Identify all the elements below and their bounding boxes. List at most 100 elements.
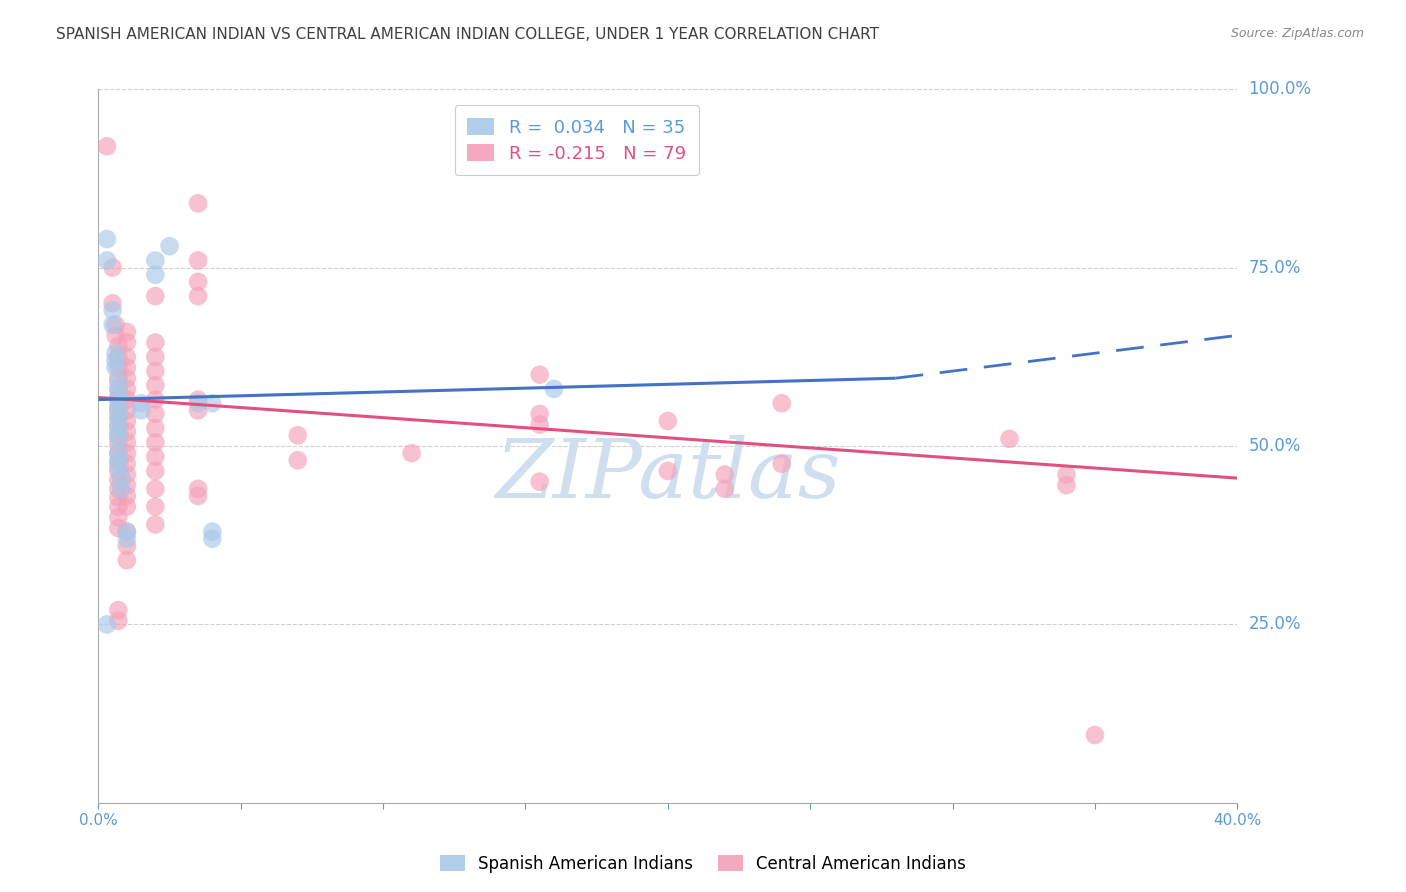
Point — [104, 318, 127, 332]
Point — [107, 392, 129, 407]
Point — [145, 464, 167, 478]
Point — [187, 396, 209, 410]
Point — [107, 389, 129, 403]
Point — [115, 489, 138, 503]
Point — [1056, 467, 1078, 482]
Point — [107, 425, 129, 439]
Point — [107, 473, 129, 487]
Legend: Spanish American Indians, Central American Indians: Spanish American Indians, Central Americ… — [433, 848, 973, 880]
Point — [770, 457, 793, 471]
Point — [110, 482, 132, 496]
Point — [107, 428, 129, 442]
Point — [115, 553, 138, 567]
Point — [107, 482, 129, 496]
Point — [187, 403, 209, 417]
Point — [145, 253, 167, 268]
Point — [107, 339, 129, 353]
Point — [107, 392, 129, 407]
Point — [115, 539, 138, 553]
Text: 50.0%: 50.0% — [1249, 437, 1301, 455]
Point — [107, 400, 129, 414]
Point — [115, 524, 138, 539]
Point — [107, 382, 129, 396]
Point — [401, 446, 423, 460]
Point — [145, 450, 167, 464]
Text: ZIPatlas: ZIPatlas — [495, 434, 841, 515]
Point — [145, 268, 167, 282]
Point — [107, 500, 129, 514]
Point — [107, 437, 129, 451]
Point — [107, 460, 129, 475]
Point — [201, 524, 224, 539]
Point — [107, 419, 129, 434]
Point — [1084, 728, 1107, 742]
Point — [145, 407, 167, 421]
Point — [187, 289, 209, 303]
Point — [115, 382, 138, 396]
Point — [101, 318, 124, 332]
Point — [107, 510, 129, 524]
Point — [115, 467, 138, 482]
Point — [115, 414, 138, 428]
Point — [115, 325, 138, 339]
Point — [107, 491, 129, 505]
Point — [145, 482, 167, 496]
Point — [101, 296, 124, 310]
Point — [96, 253, 118, 268]
Point — [145, 517, 167, 532]
Point — [201, 532, 224, 546]
Point — [96, 617, 118, 632]
Text: Source: ZipAtlas.com: Source: ZipAtlas.com — [1230, 27, 1364, 40]
Point — [529, 407, 551, 421]
Point — [107, 410, 129, 425]
Point — [657, 414, 679, 428]
Point — [145, 435, 167, 450]
Point — [115, 403, 138, 417]
Text: 25.0%: 25.0% — [1249, 615, 1301, 633]
Point — [187, 275, 209, 289]
Text: 75.0%: 75.0% — [1249, 259, 1301, 277]
Point — [145, 378, 167, 392]
Point — [107, 453, 129, 467]
Point — [115, 435, 138, 450]
Point — [107, 446, 129, 460]
Point — [145, 364, 167, 378]
Point — [287, 428, 309, 442]
Point — [115, 371, 138, 385]
Point — [115, 335, 138, 350]
Point — [145, 421, 167, 435]
Point — [101, 260, 124, 275]
Point — [543, 382, 565, 396]
Point — [115, 524, 138, 539]
Point — [998, 432, 1021, 446]
Point — [107, 405, 129, 419]
Point — [104, 346, 127, 360]
Point — [107, 350, 129, 364]
Point — [110, 471, 132, 485]
Text: 100.0%: 100.0% — [1249, 80, 1312, 98]
Point — [107, 401, 129, 416]
Point — [145, 392, 167, 407]
Point — [115, 532, 138, 546]
Point — [187, 253, 209, 268]
Point — [115, 360, 138, 375]
Point — [107, 446, 129, 460]
Point — [145, 289, 167, 303]
Point — [770, 396, 793, 410]
Point — [115, 478, 138, 492]
Point — [129, 396, 152, 410]
Point — [1056, 478, 1078, 492]
Point — [101, 303, 124, 318]
Point — [201, 396, 224, 410]
Point — [115, 457, 138, 471]
Point — [159, 239, 181, 253]
Point — [96, 232, 118, 246]
Point — [107, 432, 129, 446]
Point — [115, 446, 138, 460]
Point — [529, 417, 551, 432]
Point — [107, 375, 129, 389]
Point — [107, 603, 129, 617]
Legend: R =  0.034   N = 35, R = -0.215   N = 79: R = 0.034 N = 35, R = -0.215 N = 79 — [454, 105, 699, 176]
Point — [187, 489, 209, 503]
Point — [187, 482, 209, 496]
